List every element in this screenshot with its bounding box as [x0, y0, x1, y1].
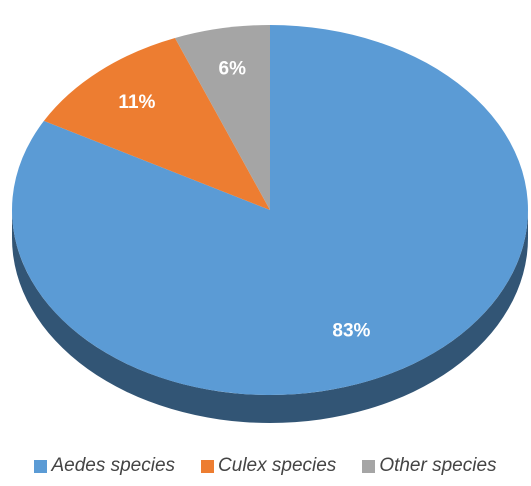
pie-slice-aedes[interactable]: [12, 25, 529, 396]
legend-swatch-aedes: [34, 459, 48, 473]
slice-label-other: 6%: [219, 58, 247, 79]
legend-swatch-culex: [201, 459, 215, 473]
legend-label-culex: Culex species: [218, 455, 337, 476]
slice-label-aedes: 83%: [332, 321, 370, 342]
slice-label-culex: 11%: [118, 92, 155, 113]
legend-item-culex[interactable]: Culex species: [201, 455, 336, 477]
pie-slices: [12, 25, 529, 396]
legend-swatch-other: [362, 459, 376, 473]
legend-label-aedes: Aedes species: [51, 455, 176, 476]
slice-labels: 83% 11% 6%: [118, 58, 370, 341]
pie-chart: 83% 11% 6%: [12, 25, 529, 423]
pie-slice-culex[interactable]: [43, 37, 271, 210]
legend-item-aedes[interactable]: Aedes species: [34, 455, 175, 477]
pie-slice-other[interactable]: [175, 25, 270, 210]
legend: Aedes species Culex species Other specie…: [0, 454, 531, 478]
legend-label-other: Other species: [379, 455, 497, 476]
legend-item-other[interactable]: Other species: [362, 455, 497, 477]
